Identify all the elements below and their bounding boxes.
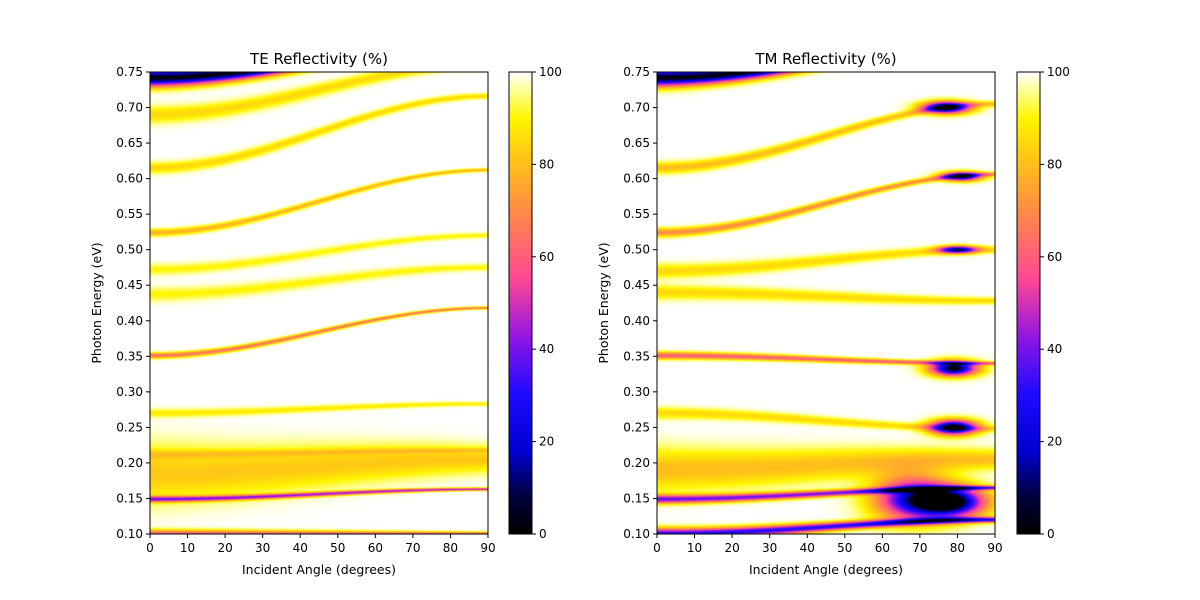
tm-y-tick-label: 0.20: [623, 456, 650, 470]
tm-colorbar-tick-label: 40: [1047, 342, 1062, 356]
te-y-tick-label: 0.35: [116, 349, 143, 363]
tm-colorbar-tick-label: 20: [1047, 435, 1062, 449]
te-panel: TE Reflectivity (%) 0 10 20 30 40 50 60 70 80 90 …: [89, 50, 562, 577]
te-y-tick-label: 0.45: [116, 278, 143, 292]
te-x-tick-label: 90: [480, 541, 495, 555]
te-colorbar-container: [509, 72, 532, 534]
tm-y-tick-label: 0.75: [623, 65, 650, 79]
te-colorbar-tick-label: 20: [539, 435, 554, 449]
te-colorbar: [509, 72, 532, 534]
tm-y-tick-label: 0.65: [623, 136, 650, 150]
te-x-tick-label: 40: [293, 541, 308, 555]
te-y-tick-label: 0.30: [116, 385, 143, 399]
te-y-tick-label: 0.10: [116, 527, 143, 541]
te-x-tick-label: 50: [330, 541, 345, 555]
tm-colorbar-frame: [1016, 71, 1041, 535]
tm-panel: TM Reflectivity (%) 0 10 20 30 40 50 60 70 80 90 …: [596, 50, 1070, 577]
tm-colorbar-tick-label: 100: [1047, 65, 1070, 79]
tm-x-tick-label: 70: [912, 541, 927, 555]
te-heatmap: [150, 72, 488, 534]
tm-y-tick-label: 0.50: [623, 243, 650, 257]
te-y-tick-label: 0.70: [116, 101, 143, 115]
te-x-tick-label: 60: [368, 541, 383, 555]
te-y-tick-label: 0.25: [116, 420, 143, 434]
tm-colorbar-tick-label: 0: [1047, 527, 1055, 541]
te-y-tick-label: 0.60: [116, 172, 143, 186]
te-colorbar-tick-label: 40: [539, 342, 554, 356]
te-plot-frame: [149, 71, 489, 535]
tm-y-tick-label: 0.70: [623, 101, 650, 115]
tm-chart-title: TM Reflectivity (%): [754, 50, 896, 68]
te-y-tick-label: 0.55: [116, 207, 143, 221]
tm-y-tick-label: 0.35: [623, 349, 650, 363]
te-x-ticks: 0 10 20 30 40 50 60 70 80 90: [146, 534, 496, 555]
te-y-tick-label: 0.50: [116, 243, 143, 257]
te-y-ticks: 0.10 0.15 0.20 0.25 0.30 0.35 0.40 0.45 0.50 0.55…: [116, 65, 150, 541]
tm-x-tick-label: 40: [800, 541, 815, 555]
te-y-tick-label: 0.75: [116, 65, 143, 79]
tm-y-tick-label: 0.25: [623, 420, 650, 434]
tm-x-ticks: 0 10 20 30 40 50 60 70 80 90: [653, 534, 1003, 555]
te-colorbar-tick-label: 0: [539, 527, 547, 541]
tm-x-axis-label: Incident Angle (degrees): [749, 562, 903, 577]
tm-x-tick-label: 60: [875, 541, 890, 555]
tm-heatmap: [657, 72, 995, 534]
tm-plot-frame: [656, 71, 996, 535]
tm-x-tick-label: 30: [762, 541, 777, 555]
tm-y-tick-label: 0.30: [623, 385, 650, 399]
tm-y-tick-label: 0.10: [623, 527, 650, 541]
te-colorbar-tick-label: 100: [539, 65, 562, 79]
tm-colorbar-container: [1017, 72, 1040, 534]
tm-heatmap-container: [657, 72, 995, 534]
tm-y-tick-label: 0.40: [623, 314, 650, 328]
tm-y-axis-label: Photon Energy (eV): [596, 242, 611, 363]
tm-x-tick-label: 20: [724, 541, 739, 555]
te-x-tick-label: 10: [180, 541, 195, 555]
te-x-tick-label: 30: [255, 541, 270, 555]
tm-y-tick-label: 0.60: [623, 172, 650, 186]
te-x-tick-label: 0: [146, 541, 154, 555]
te-colorbar-frame: [508, 71, 533, 535]
te-chart-title: TE Reflectivity (%): [249, 50, 388, 68]
tm-colorbar: [1017, 72, 1040, 534]
te-y-tick-label: 0.15: [116, 491, 143, 505]
tm-x-tick-label: 90: [987, 541, 1002, 555]
tm-y-ticks: 0.10 0.15 0.20 0.25 0.30 0.35 0.40 0.45 0.50 0.55…: [623, 65, 657, 541]
te-x-tick-label: 20: [217, 541, 232, 555]
tm-x-tick-label: 80: [950, 541, 965, 555]
tm-colorbar-tick-label: 80: [1047, 157, 1062, 171]
te-colorbar-tick-label: 80: [539, 157, 554, 171]
te-heatmap-container: [150, 72, 488, 534]
te-x-tick-label: 80: [443, 541, 458, 555]
te-y-axis-label: Photon Energy (eV): [89, 242, 104, 363]
tm-x-tick-label: 0: [653, 541, 661, 555]
tm-y-tick-label: 0.55: [623, 207, 650, 221]
te-y-tick-label: 0.65: [116, 136, 143, 150]
tm-y-tick-label: 0.15: [623, 491, 650, 505]
te-colorbar-tick-label: 60: [539, 250, 554, 264]
te-x-tick-label: 70: [405, 541, 420, 555]
tm-colorbar-ticks: 0 20 40 60 80 100: [1040, 65, 1070, 541]
tm-colorbar-tick-label: 60: [1047, 250, 1062, 264]
te-y-tick-label: 0.40: [116, 314, 143, 328]
te-x-axis-label: Incident Angle (degrees): [242, 562, 396, 577]
te-y-tick-label: 0.20: [116, 456, 143, 470]
tm-x-tick-label: 10: [687, 541, 702, 555]
te-colorbar-ticks: 0 20 40 60 80 100: [532, 65, 562, 541]
tm-x-tick-label: 50: [837, 541, 852, 555]
tm-y-tick-label: 0.45: [623, 278, 650, 292]
